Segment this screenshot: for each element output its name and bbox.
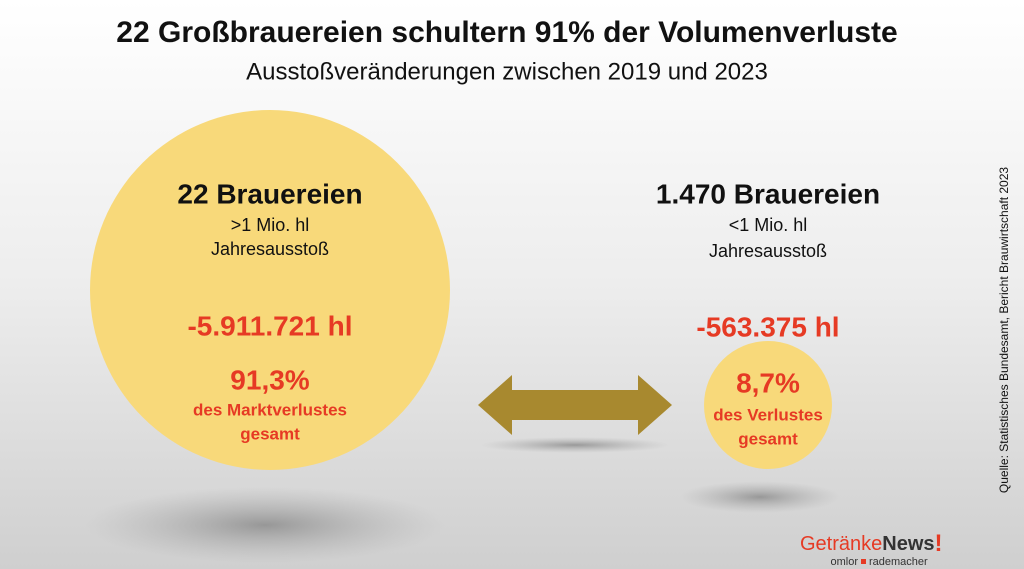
arrow	[478, 375, 672, 435]
share-label: gesamt	[240, 424, 300, 443]
small-circle	[704, 341, 832, 469]
group-unit: Jahresausstoß	[211, 239, 329, 259]
large-circle	[90, 110, 450, 470]
logo-part: Getränke	[800, 533, 882, 555]
group-size: >1 Mio. hl	[231, 215, 310, 235]
logo: GetränkeNews! omlor rademacher	[800, 530, 943, 568]
subtitle: Ausstoßveränderungen zwischen 2019 und 2…	[246, 58, 768, 85]
group-change: -563.375 hl	[696, 311, 839, 342]
logo-dot	[861, 559, 866, 564]
logo-sub: omlor	[830, 556, 858, 568]
group-size: <1 Mio. hl	[729, 215, 808, 235]
logo-mark: !	[935, 530, 943, 557]
group-share: 8,7%	[736, 367, 800, 398]
shadow	[480, 437, 670, 453]
share-label: des Marktverlustes	[193, 400, 347, 419]
group-name: 1.470 Brauereien	[656, 178, 880, 209]
group-change: -5.911.721 hl	[187, 310, 352, 341]
group-name: 22 Brauereien	[177, 178, 362, 209]
share-label: gesamt	[738, 429, 798, 448]
source: Quelle: Statistisches Bundesamt, Bericht…	[997, 167, 1011, 493]
group-share: 91,3%	[230, 364, 309, 395]
group-unit: Jahresausstoß	[709, 241, 827, 261]
title: 22 Großbrauereien schultern 91% der Volu…	[116, 16, 897, 49]
shadow	[680, 481, 840, 513]
logo-sub: rademacher	[869, 556, 928, 568]
share-label: des Verlustes	[713, 405, 823, 424]
logo-part: News	[882, 533, 934, 555]
logo-text: GetränkeNews!	[800, 530, 943, 557]
shadow	[85, 487, 445, 563]
